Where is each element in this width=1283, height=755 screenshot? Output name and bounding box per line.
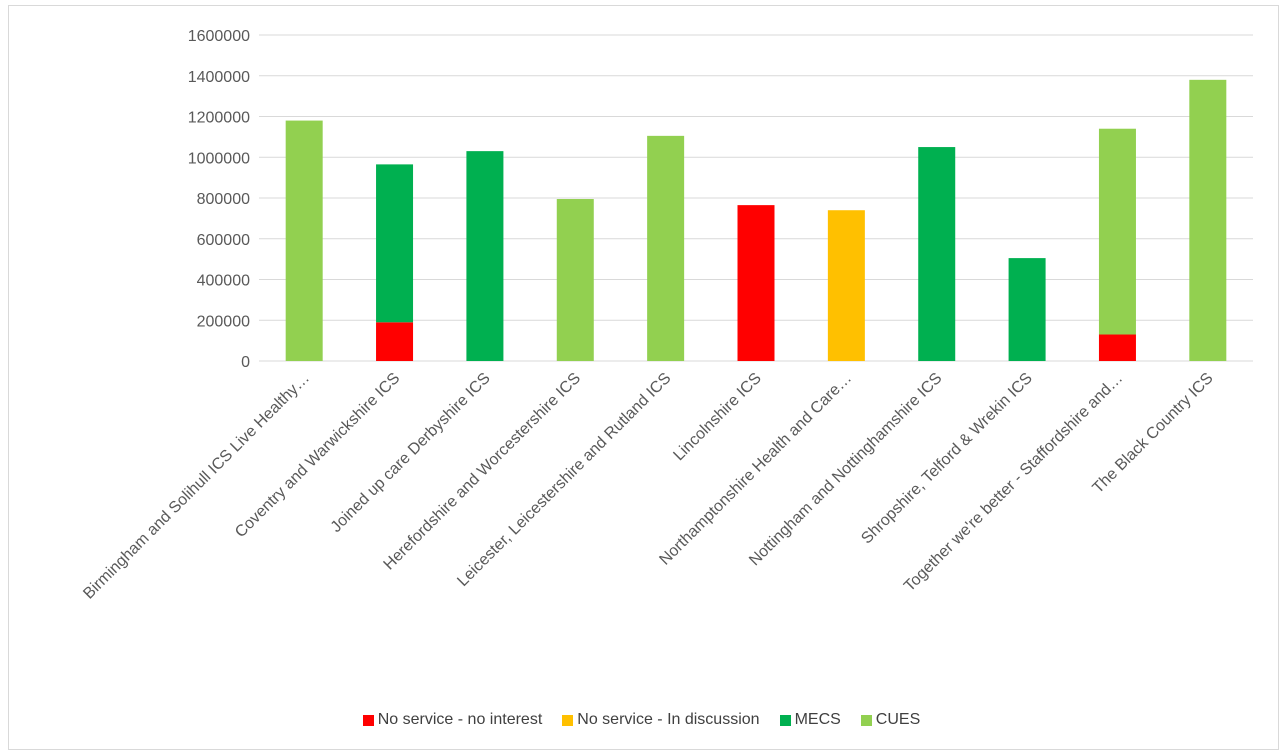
x-tick-label: Leicester, Leicestershire and Rutland IC… [454,370,674,590]
legend-label: No service - no interest [377,711,543,728]
bar-segment [1189,79,1227,361]
y-tick-label: 400000 [197,273,250,290]
legend-item: No service - In discussion [562,711,760,729]
legend-swatch [779,714,791,726]
legend-swatch [362,714,374,726]
legend-item: CUES [860,711,921,729]
legend-label: MECS [794,711,841,728]
bar-segment [647,135,685,361]
bar-segment [1098,128,1136,335]
bar-segment [556,199,594,361]
x-tick-label: Joined up care Derbyshire ICS [328,370,494,536]
legend: No service - no interest No service - In … [0,711,1283,729]
y-tick-label: 1000000 [188,150,250,167]
y-tick-label: 600000 [197,232,250,249]
legend-item: MECS [779,711,841,729]
y-tick-label: 0 [241,354,250,371]
x-tick-label: Lincolnshire ICS [670,370,764,464]
bar-segment [285,120,323,361]
x-tick-label: Coventry and Warwickshire ICS [232,370,403,541]
bar-segment [376,322,414,361]
y-tick-label: 1400000 [188,69,250,86]
x-axis-ticks: Birmingham and Solihull ICS Live Healthy… [80,370,1216,603]
bar-segment [376,164,414,323]
gridlines [259,34,1253,362]
bar-segment [918,147,956,361]
x-tick-label: Shropshire, Telford & Wrekin ICS [858,370,1036,548]
chart-frame [8,5,1279,750]
bar-segment [827,210,865,361]
y-tick-label: 1200000 [188,110,250,127]
legend-swatch [860,714,872,726]
y-axis-ticks: 0 200000 400000 600000 800000 1000000 1200000 1… [188,28,250,371]
x-tick-label: Nottingham and Nottinghamshire ICS [746,370,945,569]
bars [285,79,1227,361]
x-tick-label: Northamptonshire Health and Care… [656,370,855,569]
bar-segment [1008,258,1046,361]
legend-label: No service - In discussion [577,711,760,728]
x-tick-label: Herefordshire and Worcestershire ICS [381,370,585,574]
bar-segment [1098,334,1136,361]
y-tick-label: 200000 [197,313,250,330]
legend-swatch [562,714,574,726]
legend-item: No service - no interest [362,711,543,729]
bar-segment [737,205,775,361]
bar-segment [466,151,504,361]
legend-label: CUES [875,711,921,728]
y-tick-label: 800000 [197,191,250,208]
y-tick-label: 1600000 [188,28,250,45]
